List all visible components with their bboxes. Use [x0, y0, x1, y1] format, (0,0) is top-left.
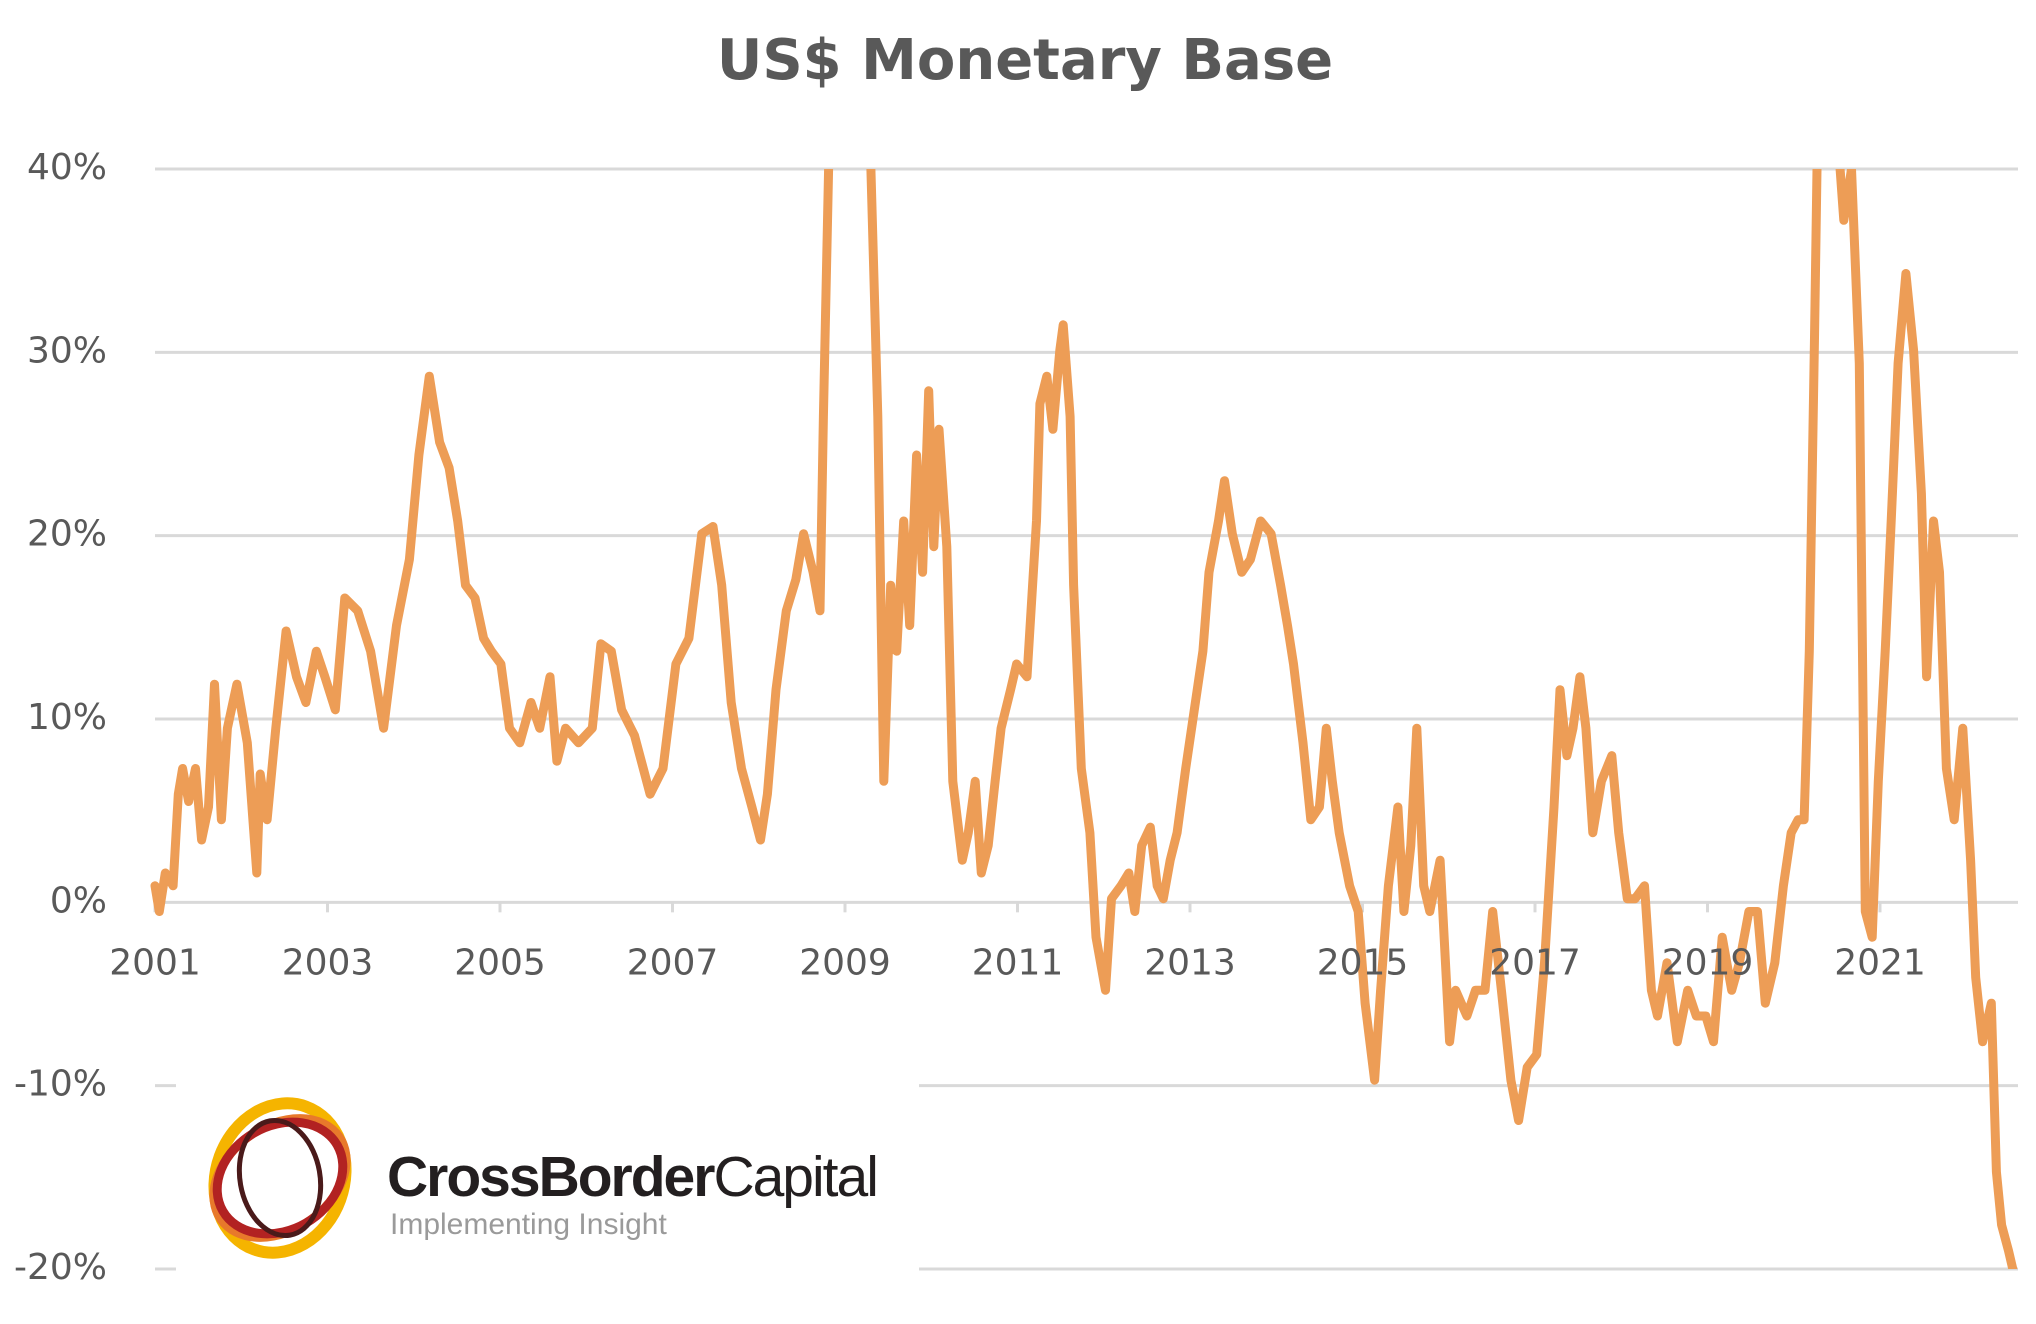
logo-name-light: Capital — [713, 1145, 876, 1209]
logo-name-bold: CrossBorder — [387, 1145, 715, 1209]
y-tick-label: -20% — [14, 1247, 107, 1288]
plot-area — [150, 169, 2018, 1269]
x-tick-label: 2001 — [109, 942, 201, 983]
x-tick-label: 2021 — [1834, 942, 1926, 983]
x-tick-label: 2017 — [1489, 942, 1581, 983]
series-line — [150, 169, 2018, 1269]
logo-tagline: Implementing Insight — [390, 1208, 667, 1241]
x-tick-label: 2009 — [799, 942, 891, 983]
y-tick-label: 20% — [27, 514, 107, 555]
y-tick-label: 40% — [27, 147, 107, 188]
x-tick-label: 2005 — [454, 942, 546, 983]
x-tick-label: 2013 — [1144, 942, 1236, 983]
logo-rings — [208, 1097, 352, 1259]
x-tick-label: 2015 — [1317, 942, 1409, 983]
y-tick-label: 0% — [50, 880, 107, 921]
x-tick-label: 2003 — [282, 942, 374, 983]
y-tick-label: 30% — [27, 330, 107, 371]
y-tick-label: -10% — [14, 1064, 107, 1105]
chart-title: US$ Monetary Base — [717, 28, 1333, 93]
logo: CrossBorderCapital Implementing Insight — [176, 1050, 919, 1290]
x-tick-label: 2019 — [1662, 942, 1754, 983]
x-tick-label: 2007 — [627, 942, 719, 983]
x-tick-label: 2011 — [972, 942, 1064, 983]
y-tick-label: 10% — [27, 697, 107, 738]
logo-name: CrossBorderCapital — [387, 1145, 877, 1209]
